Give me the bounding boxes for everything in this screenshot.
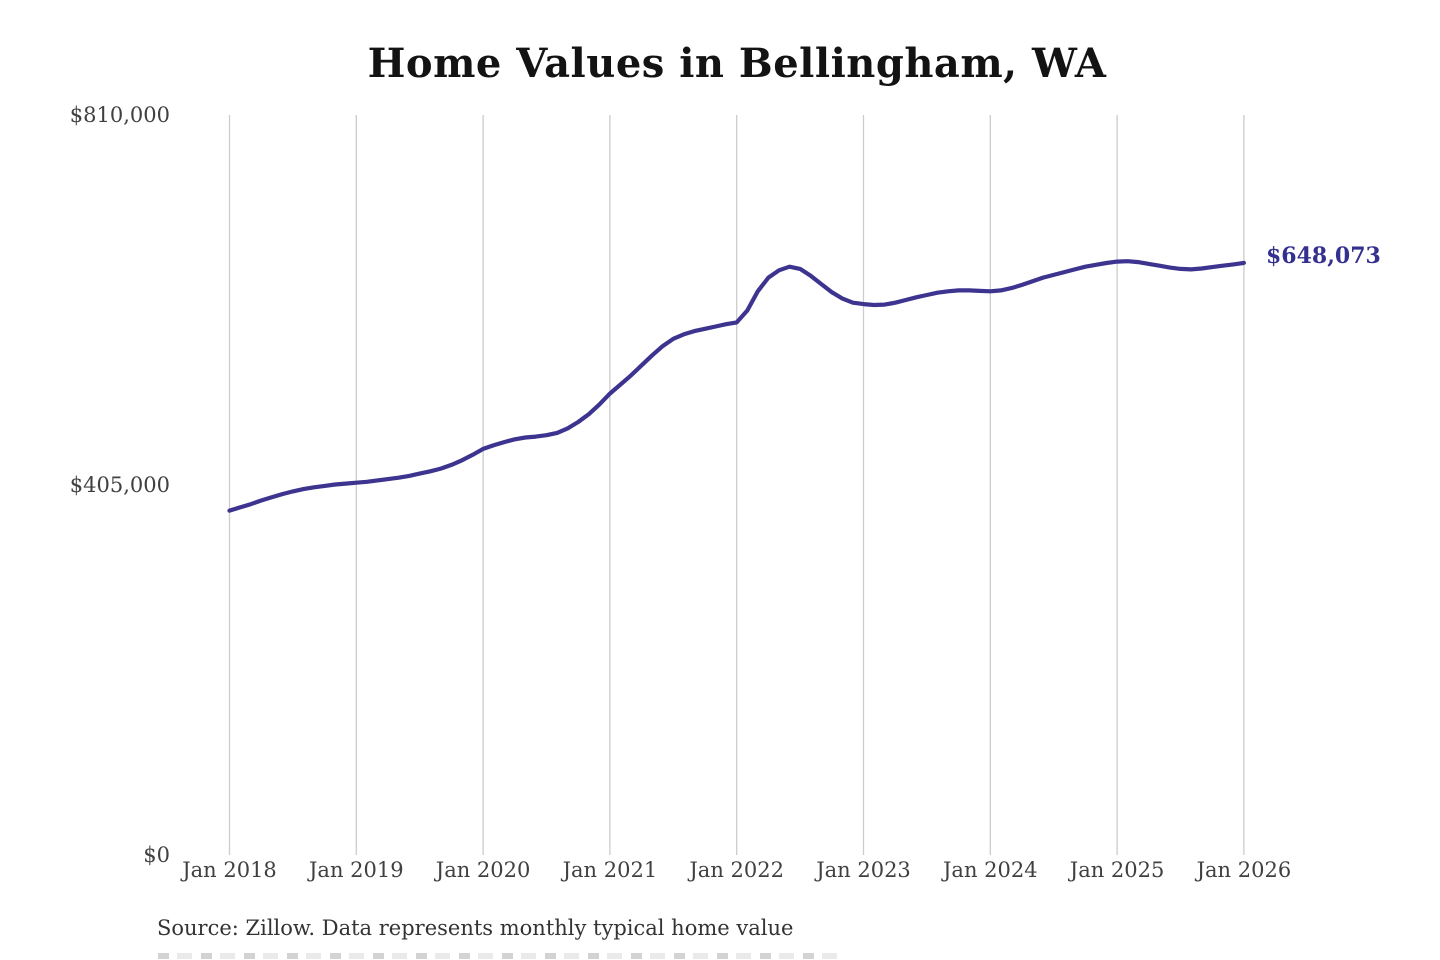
- gridlines: [228, 115, 1245, 855]
- end-value-label: $648,073: [1266, 243, 1381, 269]
- x-axis-tick-label: Jan 2018: [182, 858, 277, 882]
- x-axis-tick-label: Jan 2026: [1196, 858, 1292, 882]
- x-axis-tick-label: Jan 2019: [309, 858, 404, 882]
- x-axis-tick-label: Jan 2022: [689, 858, 784, 882]
- x-axis-tick-label: Jan 2021: [562, 858, 658, 882]
- home-value-line: [227, 259, 1246, 513]
- y-axis-tick-label: $0: [143, 843, 170, 867]
- source-note: Source: Zillow. Data represents monthly …: [157, 916, 794, 940]
- x-axis-tick-label: Jan 2024: [943, 858, 1038, 882]
- y-axis-tick-label: $810,000: [69, 103, 170, 127]
- cropped-text-remnant: [158, 953, 846, 959]
- y-axis-tick-label: $405,000: [69, 473, 170, 497]
- x-axis-tick-label: Jan 2025: [1069, 858, 1165, 882]
- x-axis-tick-label: Jan 2020: [435, 858, 531, 882]
- x-axis-tick-label: Jan 2023: [816, 858, 911, 882]
- chart-title: Home Values in Bellingham, WA: [367, 40, 1107, 87]
